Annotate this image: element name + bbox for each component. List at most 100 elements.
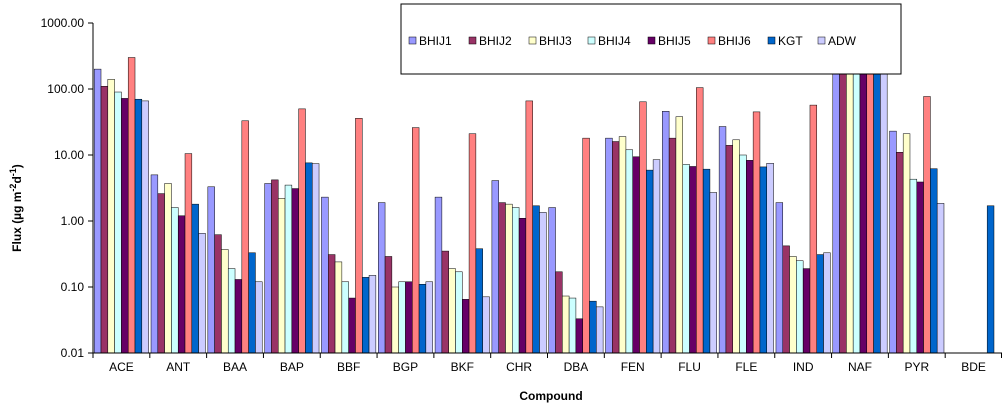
bar-bhij4-ind	[796, 260, 804, 354]
x-tick-label: IND	[793, 360, 814, 374]
y-axis-title-sup1: -2	[8, 184, 18, 192]
bar-bhij6-naf	[866, 25, 874, 354]
bar-bhij2-bkf	[441, 250, 449, 354]
legend-swatch-bhij4	[587, 36, 596, 45]
bar-bhij1-ace	[93, 68, 102, 354]
bar-bhij1-bkf	[434, 196, 443, 354]
x-tick-label: BBF	[337, 360, 360, 374]
bar-bhij5-fen	[632, 156, 640, 354]
bar-bhij1-ind	[775, 202, 784, 354]
bar-bhij6-chr	[525, 100, 533, 354]
bar-kgt-dba	[589, 300, 597, 354]
x-tick-label: PYR	[904, 360, 929, 374]
bar-bhij1-baa	[207, 186, 215, 354]
bar-bhij3-flu	[675, 116, 683, 354]
bar-kgt-bap	[305, 162, 313, 354]
legend-swatch-kgt	[767, 36, 776, 45]
bar-kgt-fen	[646, 169, 654, 354]
bar-bhij4-bap	[284, 184, 293, 354]
x-tick-label: NAF	[848, 360, 872, 374]
x-tick-label: DBA	[564, 360, 589, 374]
y-axis-title-mid: d	[10, 176, 24, 183]
bar-bhij5-ind	[802, 268, 811, 354]
bar-bhij6-fen	[639, 101, 647, 354]
legend-label-bhij5: BHIJ5	[658, 34, 691, 48]
bar-bhij5-pyr	[916, 181, 924, 354]
bar-bhij3-naf	[846, 58, 854, 354]
bar-bhij3-bbf	[334, 261, 343, 354]
bar-bhij3-ind	[789, 256, 797, 354]
bar-bhij2-fen	[612, 141, 620, 354]
bar-kgt-fle	[759, 166, 767, 354]
bar-bhij4-fle	[739, 154, 747, 354]
bar-bhij6-bbf	[355, 118, 363, 354]
legend-swatch-adw	[817, 36, 826, 45]
bar-adw-naf	[880, 54, 888, 354]
bar-bhij1-dba	[548, 207, 556, 354]
bar-bhij2-bap	[271, 179, 279, 354]
bar-bhij6-ace	[127, 57, 136, 354]
y-axis-title-base: Flux (µg m	[10, 192, 24, 252]
legend-swatch-bhij1	[408, 36, 417, 45]
bar-bhij2-baa	[214, 234, 222, 354]
bar-bhij5-chr	[518, 218, 527, 354]
bar-bhij6-dba	[582, 137, 590, 354]
legend-swatch-bhij3	[528, 36, 537, 45]
bar-bhij2-naf	[839, 49, 847, 354]
bar-kgt-baa	[248, 252, 256, 354]
bar-bhij3-pyr	[902, 133, 911, 354]
bar-adw-baa	[255, 281, 263, 354]
legend-swatch-bhij2	[468, 36, 477, 45]
bar-bhij3-bgp	[391, 286, 399, 354]
bar-bhij5-bgp	[405, 281, 413, 354]
legend-label-bhij3: BHIJ3	[539, 34, 572, 48]
bar-bhij1-bap	[264, 183, 272, 354]
bar-bhij6-bgp	[412, 127, 420, 354]
bar-adw-bbf	[368, 275, 377, 354]
x-tick-label: ACE	[109, 360, 134, 374]
legend-label-kgt: KGT	[778, 34, 803, 48]
bar-bhij5-dba	[575, 318, 583, 354]
bar-bhij3-chr	[505, 203, 513, 354]
y-tick-label: 0.01	[61, 346, 85, 360]
x-axis-title: Compound	[519, 389, 582, 403]
bar-bhij6-flu	[696, 87, 704, 354]
bar-kgt-bde	[986, 205, 995, 354]
bar-kgt-naf	[873, 52, 881, 354]
bar-bhij2-ant	[157, 193, 165, 354]
bar-bhij3-fen	[618, 136, 627, 354]
bar-bhij6-baa	[241, 120, 249, 354]
bar-bhij5-bbf	[348, 297, 356, 354]
bar-adw-bkf	[482, 296, 490, 354]
bar-bhij1-chr	[491, 180, 499, 354]
x-tick-label: FEN	[621, 360, 645, 374]
bar-adw-fen	[652, 159, 661, 354]
y-tick-label: 0.10	[61, 280, 85, 294]
y-tick-label: 1.00	[61, 214, 85, 228]
bar-adw-ace	[141, 100, 149, 354]
bar-bhij6-ind	[809, 104, 818, 354]
bar-bhij1-bgp	[378, 202, 386, 354]
bar-kgt-pyr	[930, 168, 938, 354]
y-tick-label: 1000.00	[41, 16, 85, 30]
bar-kgt-flu	[702, 168, 711, 354]
x-tick-label: BAA	[223, 360, 247, 374]
bar-kgt-ace	[134, 98, 143, 354]
bar-adw-ind	[823, 252, 831, 354]
bar-bhij2-fle	[725, 145, 733, 354]
bars	[93, 25, 995, 354]
bar-bhij1-bbf	[321, 196, 329, 354]
bar-bhij4-fen	[625, 149, 633, 354]
bar-bhij2-pyr	[896, 152, 904, 354]
x-tick-label: FLU	[678, 360, 701, 374]
bar-bhij2-flu	[668, 137, 677, 354]
bar-bhij4-dba	[568, 297, 577, 354]
bar-bhij3-bap	[277, 198, 286, 354]
bar-bhij6-fle	[752, 111, 761, 354]
bar-bhij3-bkf	[448, 268, 456, 354]
y-tick-label: 10.00	[54, 148, 84, 162]
bar-bhij3-baa	[221, 249, 229, 354]
bar-bhij4-pyr	[909, 178, 918, 354]
bar-bhij1-ant	[150, 174, 159, 354]
